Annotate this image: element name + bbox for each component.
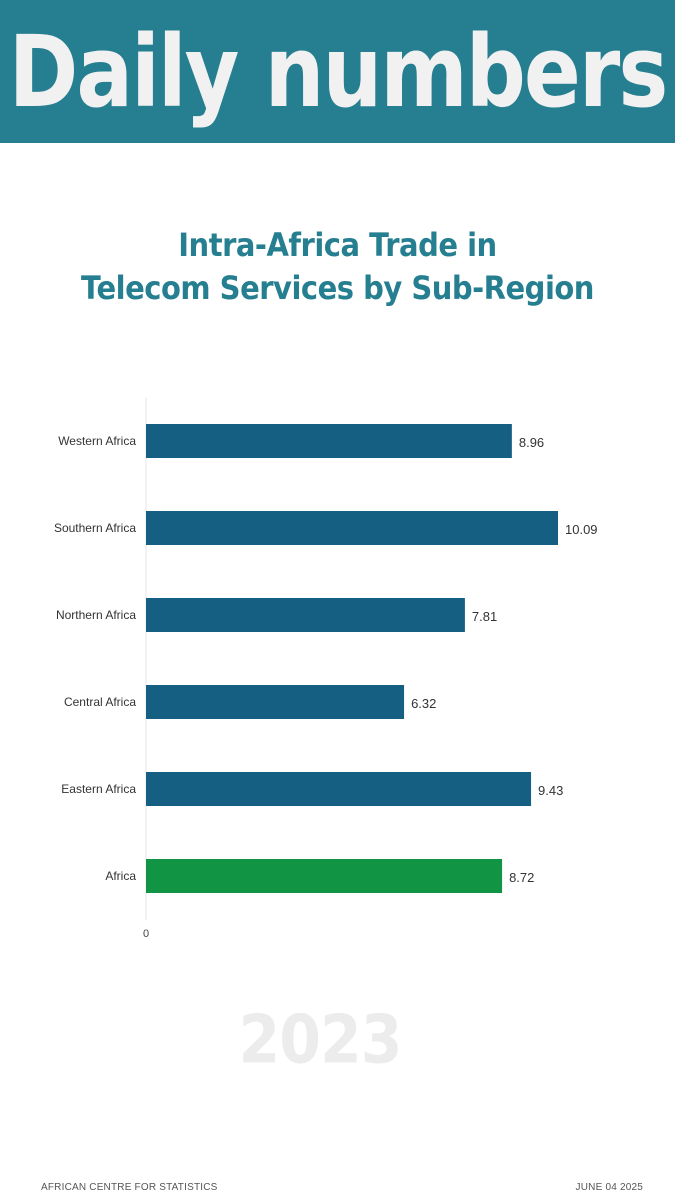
data-label: 6.32 (411, 696, 436, 711)
category-label: Central Africa (64, 695, 136, 709)
data-label: 7.81 (472, 609, 497, 624)
bar (146, 685, 405, 719)
bar (146, 859, 503, 893)
footer-source: AFRICAN CENTRE FOR STATISTICS (41, 1182, 218, 1193)
chart-title-line-1: Intra-Africa Trade in (178, 226, 497, 264)
data-label: 10.09 (565, 522, 598, 537)
header-banner: Daily numbers (0, 0, 675, 143)
bar (146, 424, 512, 458)
footer-date: JUNE 04 2025 (575, 1182, 643, 1193)
x-tick-label: 0 (143, 928, 149, 940)
bar (146, 511, 559, 545)
bar (146, 598, 465, 632)
data-label: 8.96 (519, 435, 544, 450)
bar-chart: Western Africa 8.96 Southern Africa 10.09 No… (54, 398, 598, 940)
data-label: 9.43 (538, 783, 563, 798)
category-label: Northern Africa (56, 608, 136, 622)
category-label: Africa (105, 869, 136, 883)
bar (146, 772, 532, 806)
category-label: Western Africa (58, 434, 136, 448)
category-label: Eastern Africa (61, 782, 136, 796)
data-label: 8.72 (509, 870, 534, 885)
chart-title: Intra-Africa Trade in Telecom Services b… (0, 224, 675, 310)
year-label: 2023 (238, 1000, 403, 1080)
chart-title-line-2: Telecom Services by Sub-Region (81, 269, 594, 307)
category-label: Southern Africa (54, 521, 136, 535)
page-title: Daily numbers (8, 13, 669, 130)
